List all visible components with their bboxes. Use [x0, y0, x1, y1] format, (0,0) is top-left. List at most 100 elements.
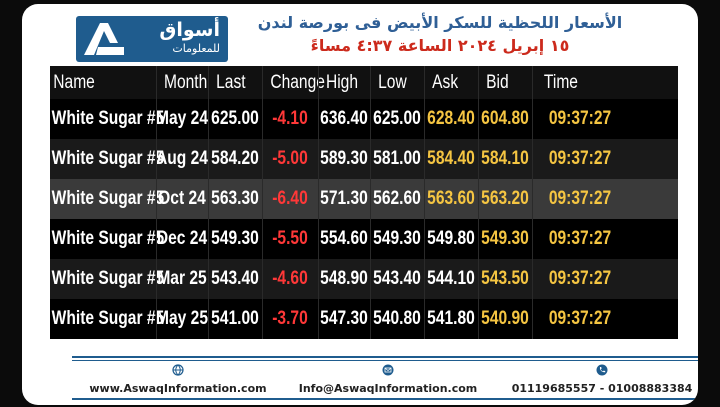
- cell-last: 541.00: [211, 308, 259, 329]
- email-icon: [382, 364, 394, 376]
- table-row: White Sugar #5 Mar 25 543.40 -4.60 548.9…: [50, 259, 678, 299]
- cell-high: 571.30: [320, 188, 368, 209]
- cell-name: White Sugar #5: [51, 188, 165, 209]
- cell-low: 625.00: [373, 108, 421, 129]
- column-divider: [156, 66, 157, 339]
- cell-low: 581.00: [373, 148, 421, 169]
- cell-month: May 24: [156, 108, 208, 129]
- title-line-2: ١٥ إبريل ٢٠٢٤ الساعة ٤:٣٧ مساءً: [310, 36, 570, 55]
- cell-change: -6.40: [272, 188, 308, 209]
- col-change: Change: [270, 71, 325, 93]
- cell-month: Dec 24: [156, 228, 208, 249]
- cell-low: 543.40: [373, 268, 421, 289]
- cell-change: -4.60: [272, 268, 308, 289]
- cell-ask: 549.80: [427, 228, 475, 249]
- table-header-row: Name Month Last Change High Low Ask Bid …: [50, 66, 678, 99]
- cell-bid: 543.50: [481, 268, 529, 289]
- cell-last: 549.30: [211, 228, 259, 249]
- cell-month: May 25: [156, 308, 208, 329]
- cell-name: White Sugar #5: [51, 228, 165, 249]
- column-divider: [424, 66, 425, 339]
- cell-high: 554.60: [320, 228, 368, 249]
- column-divider: [532, 66, 533, 339]
- cell-name: White Sugar #5: [51, 148, 165, 169]
- cell-high: 636.40: [320, 108, 368, 129]
- cell-time: 09:37:27: [548, 228, 612, 249]
- col-low: Low: [378, 71, 407, 93]
- footer-rule-top: [72, 356, 698, 358]
- globe-icon: [172, 364, 184, 376]
- cell-time: 09:37:27: [548, 308, 612, 329]
- cell-high: 589.30: [320, 148, 368, 169]
- table-row: White Sugar #5 Aug 24 584.20 -5.00 589.3…: [50, 139, 678, 179]
- column-divider: [318, 66, 319, 339]
- table-row: White Sugar #5 May 25 541.00 -3.70 547.3…: [50, 299, 678, 339]
- cell-last: 563.30: [211, 188, 259, 209]
- footer-website[interactable]: www.AswaqInformation.com: [78, 364, 278, 395]
- table-row: White Sugar #5 May 24 625.00 -4.10 636.4…: [50, 99, 678, 139]
- cell-ask: 563.60: [427, 188, 475, 209]
- cell-bid: 540.90: [481, 308, 529, 329]
- cell-month: Aug 24: [156, 148, 208, 169]
- cell-high: 547.30: [320, 308, 368, 329]
- title-line-1: الأسعار اللحظية للسكر الأبيض فى بورصة لن…: [257, 13, 623, 32]
- cell-ask: 584.40: [427, 148, 475, 169]
- column-divider: [370, 66, 371, 339]
- cell-bid: 549.30: [481, 228, 529, 249]
- footer-email[interactable]: Info@AswaqInformation.com: [288, 364, 488, 395]
- footer-rule-bottom: [72, 398, 698, 400]
- cell-name: White Sugar #5: [51, 308, 165, 329]
- logo-title: أسواق: [159, 19, 220, 41]
- table-row: White Sugar #5 Oct 24 563.30 -6.40 571.3…: [50, 179, 678, 219]
- phones-text: 01119685557 - 01008883384: [511, 382, 693, 395]
- cell-last: 625.00: [211, 108, 259, 129]
- cell-low: 549.30: [373, 228, 421, 249]
- website-text: www.AswaqInformation.com: [89, 382, 267, 395]
- logo-mark-icon: [84, 23, 124, 55]
- logo-subtitle: للمعلومات: [172, 42, 220, 55]
- page-title: الأسعار اللحظية للسكر الأبيض فى بورصة لن…: [220, 12, 660, 58]
- cell-change: -5.50: [272, 228, 308, 249]
- cell-time: 09:37:27: [548, 108, 612, 129]
- prices-table: Name Month Last Change High Low Ask Bid …: [50, 66, 678, 339]
- cell-change: -3.70: [272, 308, 308, 329]
- col-month: Month: [163, 71, 208, 93]
- cell-low: 562.60: [373, 188, 421, 209]
- cell-name: White Sugar #5: [51, 268, 165, 289]
- email-text: Info@AswaqInformation.com: [298, 382, 478, 395]
- cell-time: 09:37:27: [548, 188, 612, 209]
- column-divider: [478, 66, 479, 339]
- cell-change: -5.00: [272, 148, 308, 169]
- brand-logo: أسواق للمعلومات: [76, 16, 228, 62]
- logo-text: أسواق للمعلومات: [159, 18, 220, 56]
- col-name: Name: [53, 71, 95, 93]
- cell-low: 540.80: [373, 308, 421, 329]
- cell-high: 548.90: [320, 268, 368, 289]
- cell-bid: 584.10: [481, 148, 529, 169]
- cell-ask: 628.40: [427, 108, 475, 129]
- cell-time: 09:37:27: [548, 268, 612, 289]
- table-row: White Sugar #5 Dec 24 549.30 -5.50 554.6…: [50, 219, 678, 259]
- col-ask: Ask: [432, 71, 459, 93]
- cell-name: White Sugar #5: [51, 108, 165, 129]
- footer-contact-bar: www.AswaqInformation.com Info@AswaqInfor…: [72, 356, 698, 400]
- phone-icon: [596, 364, 608, 376]
- cell-ask: 544.10: [427, 268, 475, 289]
- col-last: Last: [216, 71, 246, 93]
- cell-bid: 604.80: [481, 108, 529, 129]
- col-bid: Bid: [486, 71, 509, 93]
- column-divider: [208, 66, 209, 339]
- col-high: High: [325, 71, 359, 93]
- col-time: Time: [543, 71, 578, 93]
- cell-time: 09:37:27: [548, 148, 612, 169]
- cell-month: Mar 25: [157, 268, 207, 289]
- footer-rule-top-thin: [72, 360, 698, 361]
- cell-change: -4.10: [272, 108, 308, 129]
- cell-ask: 541.80: [427, 308, 475, 329]
- cell-last: 543.40: [211, 268, 259, 289]
- cell-bid: 563.20: [481, 188, 529, 209]
- footer-phone[interactable]: 01119685557 - 01008883384: [504, 364, 698, 395]
- cell-last: 584.20: [211, 148, 259, 169]
- cell-month: Oct 24: [158, 188, 206, 209]
- column-divider: [262, 66, 263, 339]
